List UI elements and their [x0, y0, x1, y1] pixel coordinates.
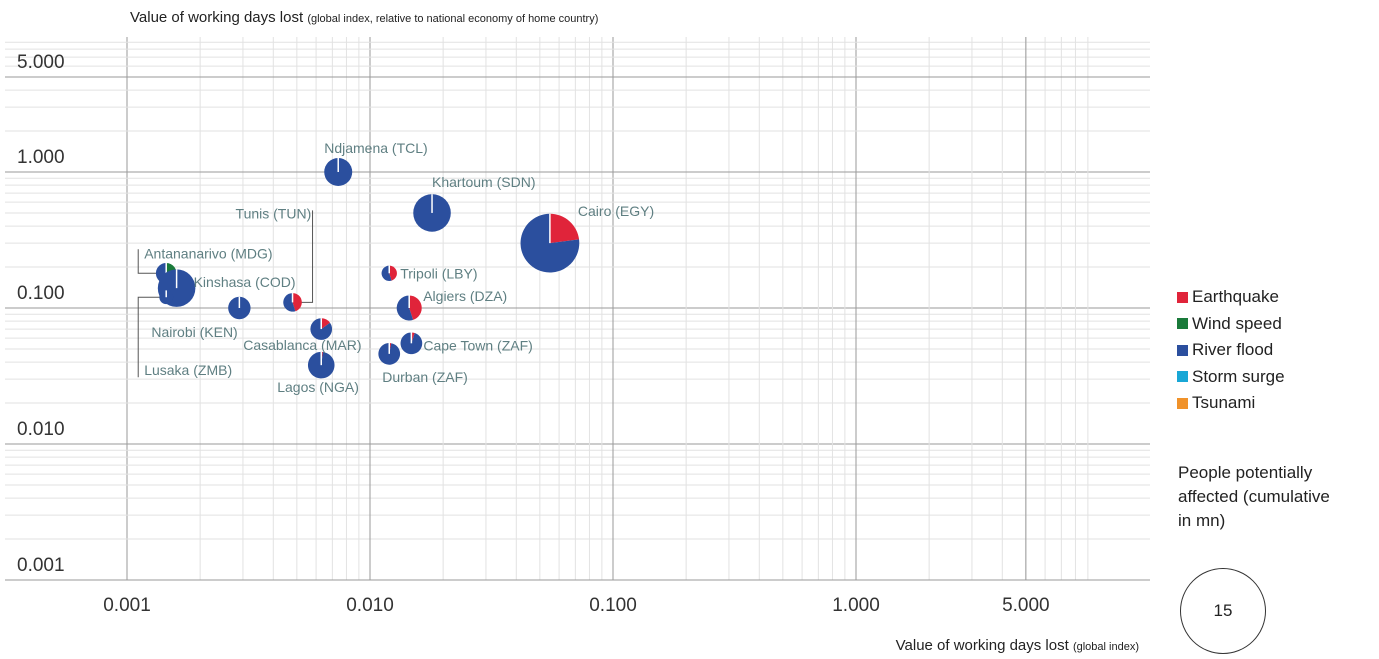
legend-swatch — [1177, 344, 1188, 356]
bubble — [310, 318, 333, 340]
y-axis-note: (global index, relative to national econ… — [307, 13, 599, 25]
bubble-slice — [389, 265, 397, 281]
legend-swatch — [1177, 291, 1188, 303]
point-label: Cape Town (ZAF) — [423, 337, 532, 353]
bubble — [378, 343, 401, 365]
bubble-slice — [409, 295, 422, 320]
bubble-slice — [549, 213, 580, 244]
x-axis-title: Value of working days lost (global index… — [896, 637, 1139, 654]
size-legend-value: 15 — [1213, 601, 1233, 620]
y-tick-label: 0.010 — [17, 419, 65, 440]
legend-label: Storm surge — [1192, 366, 1285, 386]
point-label: Ndjamena (TCL) — [324, 140, 427, 156]
legend-swatch — [1177, 397, 1188, 409]
y-axis-title: Value of working days lost (global index… — [130, 9, 598, 26]
label-leader-lines — [137, 210, 314, 378]
point-label: Cairo (EGY) — [578, 203, 654, 219]
legend-swatch — [1177, 318, 1188, 330]
legend-item-tsunami: Tsunami — [1177, 390, 1285, 417]
point-label: Nairobi (KEN) — [151, 324, 237, 340]
point-label: Lagos (NGA) — [277, 379, 359, 395]
y-tick-label: 5.000 — [17, 52, 65, 73]
legend: Earthquake Wind speed River flood Storm … — [1177, 284, 1285, 417]
legend-item-river-flood: River flood — [1177, 337, 1285, 364]
legend-label: River flood — [1192, 340, 1274, 360]
bubble — [413, 194, 451, 232]
bubble — [324, 158, 353, 186]
point-label: Kinshasa (COD) — [194, 274, 296, 290]
x-tick-label: 0.001 — [103, 595, 151, 616]
point-labels: Cairo (EGY) Khartoum (SDN) Ndjamena (TCL) T… — [144, 140, 654, 395]
point-label: Durban (ZAF) — [382, 369, 468, 385]
y-tick-labels: 0.001 0.010 0.100 1.000 5.000 — [17, 52, 65, 576]
y-axis-label: Value of working days lost — [130, 9, 304, 26]
legend-item-wind-speed: Wind speed — [1177, 311, 1285, 338]
bubble-slice — [411, 332, 415, 344]
point-label: Antananarivo (MDG) — [144, 245, 272, 261]
point-label: Casablanca (MAR) — [243, 337, 361, 353]
x-axis-label: Value of working days lost — [895, 637, 1069, 654]
bubble — [228, 296, 251, 320]
point-label: Algiers (DZA) — [423, 288, 507, 304]
grid — [5, 37, 1150, 581]
x-tick-label: 5.000 — [1002, 595, 1050, 616]
bubble — [520, 213, 580, 273]
legend-label: Wind speed — [1192, 313, 1282, 333]
legend-item-earthquake: Earthquake — [1177, 284, 1285, 311]
bubbles — [155, 158, 580, 379]
legend-swatch — [1177, 371, 1188, 383]
point-label: Lusaka (ZMB) — [144, 362, 232, 378]
x-tick-label: 0.010 — [346, 595, 394, 616]
bubble — [159, 290, 174, 305]
x-tick-label: 0.100 — [589, 595, 637, 616]
size-legend-circle: 15 — [1180, 568, 1266, 654]
bubble-slice — [310, 318, 333, 340]
leader-line — [137, 249, 160, 274]
bubble-slice — [321, 318, 331, 330]
x-tick-labels: 0.001 0.010 0.100 1.000 5.000 — [103, 595, 1049, 616]
leader-line — [137, 296, 161, 378]
legend-label: Earthquake — [1192, 287, 1279, 307]
bubble — [381, 265, 397, 281]
bubble — [396, 295, 422, 321]
bubble-slice — [292, 293, 302, 312]
leader-line — [298, 210, 314, 303]
size-legend-title: People potentially affected (cumulative … — [1178, 463, 1330, 530]
point-label: Khartoum (SDN) — [432, 174, 535, 190]
x-axis-note: (global index) — [1072, 641, 1139, 653]
x-tick-label: 1.000 — [832, 595, 880, 616]
legend-item-storm-surge: Storm surge — [1177, 364, 1285, 391]
y-tick-label: 1.000 — [17, 147, 65, 168]
bubble — [307, 351, 335, 379]
legend-label: Tsunami — [1192, 393, 1256, 413]
point-label: Tunis (TUN) — [236, 205, 312, 221]
point-label: Tripoli (LBY) — [400, 265, 477, 281]
y-tick-label: 0.001 — [17, 555, 65, 576]
bubble — [400, 332, 423, 355]
y-tick-label: 0.100 — [17, 283, 65, 304]
bubble — [283, 293, 302, 312]
